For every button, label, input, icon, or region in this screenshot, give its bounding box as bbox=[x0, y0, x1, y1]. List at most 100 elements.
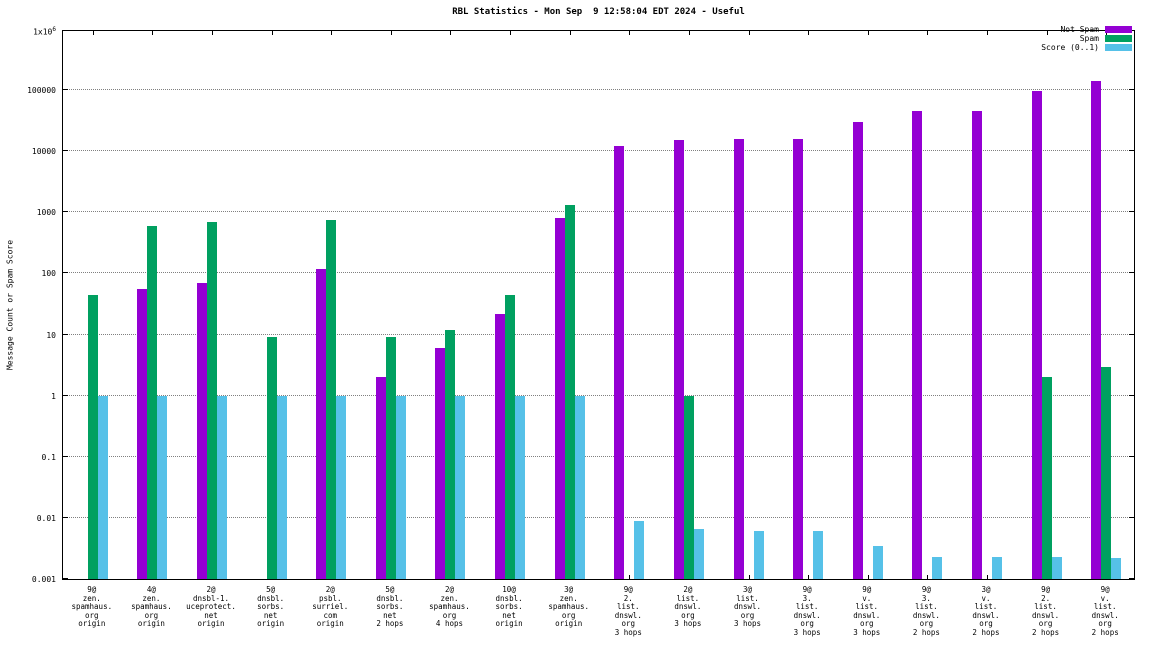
y-tick-label: 1 bbox=[51, 391, 56, 401]
bar-spam bbox=[683, 395, 694, 579]
bar-score-0-1 bbox=[991, 556, 1002, 579]
bar-score-0-1 bbox=[1111, 558, 1122, 579]
bar-not-spam bbox=[495, 313, 506, 579]
bar-not-spam bbox=[1031, 91, 1042, 579]
bar-score-0-1 bbox=[753, 531, 764, 579]
x-category-label: 9@ 2. list. dnswl. org 2 hops bbox=[1032, 585, 1060, 637]
plot-area bbox=[62, 30, 1135, 580]
bar-spam bbox=[207, 221, 218, 579]
bar-score-0-1 bbox=[97, 395, 108, 579]
legend-item-score: Score (0..1) bbox=[1041, 43, 1132, 52]
x-category-label: 3@ v. list. dnswl. org 2 hops bbox=[972, 585, 1000, 637]
x-tick-mark bbox=[808, 575, 810, 579]
bar-not-spam bbox=[375, 377, 386, 579]
x-tick-mark bbox=[390, 31, 392, 35]
bar-not-spam bbox=[912, 111, 923, 579]
x-tick-mark bbox=[1046, 31, 1048, 35]
legend-swatch-spam bbox=[1105, 35, 1132, 42]
x-category-label: 3@ list. dnswl. org 3 hops bbox=[733, 585, 762, 628]
y-tick-mark bbox=[63, 516, 68, 518]
x-tick-mark bbox=[450, 31, 452, 35]
legend: Not Spam Spam Score (0..1) bbox=[1041, 25, 1132, 52]
legend-label-not-spam: Not Spam bbox=[1060, 25, 1099, 34]
legend-item-spam: Spam bbox=[1041, 34, 1132, 43]
y-tick-mark bbox=[1129, 272, 1134, 274]
x-tick-mark bbox=[152, 31, 154, 35]
x-category-label: 9@ v. list. dnswl. org 3 hops bbox=[853, 585, 881, 637]
x-tick-mark bbox=[510, 31, 512, 35]
y-tick-label: 1000 bbox=[36, 208, 56, 218]
x-category-label: 5@ dnsbl. sorbs. net 2 hops bbox=[376, 585, 404, 628]
bar-spam bbox=[445, 329, 456, 579]
x-category-label: 9@ 2. list. dnswl. org 3 hops bbox=[614, 585, 642, 637]
x-tick-mark bbox=[1106, 31, 1108, 35]
legend-swatch-not-spam bbox=[1105, 26, 1132, 33]
bar-not-spam bbox=[793, 138, 804, 579]
gridline bbox=[63, 89, 1134, 91]
bar-spam bbox=[1101, 366, 1112, 579]
x-tick-mark bbox=[986, 575, 988, 579]
gridline bbox=[63, 272, 1134, 274]
y-tick-mark bbox=[63, 211, 68, 213]
bar-not-spam bbox=[673, 140, 684, 579]
x-tick-mark bbox=[748, 575, 750, 579]
y-tick-label: 0.001 bbox=[31, 575, 56, 584]
bar-score-0-1 bbox=[336, 395, 347, 579]
bar-score-0-1 bbox=[157, 395, 168, 579]
y-tick-label: 1x106 bbox=[33, 26, 56, 37]
x-tick-mark bbox=[748, 31, 750, 35]
legend-label-score: Score (0..1) bbox=[1041, 43, 1099, 52]
bar-spam bbox=[147, 225, 158, 579]
y-tick-mark bbox=[1129, 150, 1134, 152]
legend-label-spam: Spam bbox=[1079, 34, 1099, 43]
x-category-label: 2@ dnsbl-1. uceprotect. net origin bbox=[186, 585, 236, 628]
y-axis-title: Message Count or Spam Score bbox=[5, 239, 15, 371]
x-category-label: 9@ 3. list. dnswl. org 3 hops bbox=[793, 585, 821, 637]
x-category-label: 2@ zen. spamhaus. org 4 hops bbox=[429, 585, 470, 628]
bar-not-spam bbox=[435, 348, 446, 579]
y-tick-mark bbox=[1129, 89, 1134, 91]
bar-score-0-1 bbox=[455, 395, 466, 579]
x-category-label: 4@ zen. spamhaus. org origin bbox=[131, 585, 172, 628]
bar-not-spam bbox=[852, 122, 863, 579]
y-tick-mark bbox=[63, 333, 68, 335]
bar-spam bbox=[266, 337, 277, 579]
x-tick-mark bbox=[212, 31, 214, 35]
legend-swatch-score bbox=[1105, 44, 1132, 51]
bar-spam bbox=[1041, 377, 1052, 579]
x-tick-mark bbox=[927, 31, 929, 35]
x-tick-mark bbox=[867, 575, 869, 579]
bar-not-spam bbox=[316, 268, 327, 579]
x-category-label: 9@ zen. spamhaus. org origin bbox=[71, 585, 113, 628]
bar-spam bbox=[385, 337, 396, 579]
x-category-label: 10@ dnsbl. sorbs. net origin bbox=[495, 585, 523, 628]
y-tick-mark bbox=[1129, 578, 1134, 579]
x-tick-mark bbox=[986, 31, 988, 35]
y-tick-mark bbox=[1129, 455, 1134, 457]
bar-score-0-1 bbox=[1051, 556, 1062, 579]
y-tick-label: 100000 bbox=[27, 86, 56, 96]
y-tick-mark bbox=[1129, 394, 1134, 396]
bar-spam bbox=[505, 294, 516, 579]
x-tick-mark bbox=[688, 31, 690, 35]
bar-not-spam bbox=[1091, 81, 1102, 579]
x-tick-mark bbox=[629, 575, 631, 579]
bar-not-spam bbox=[554, 218, 565, 579]
gridline bbox=[63, 211, 1134, 213]
bar-score-0-1 bbox=[813, 531, 824, 579]
x-tick-mark bbox=[629, 31, 631, 35]
y-tick-mark bbox=[63, 272, 68, 274]
y-tick-label: 10000 bbox=[31, 147, 56, 157]
x-category-label: 3@ zen. spamhaus. org origin bbox=[548, 585, 589, 628]
bar-score-0-1 bbox=[932, 556, 943, 579]
x-tick-mark bbox=[331, 31, 333, 35]
bar-not-spam bbox=[614, 146, 625, 579]
bar-score-0-1 bbox=[217, 395, 228, 579]
x-category-label: 2@ psbl. surriel. com origin bbox=[312, 585, 349, 628]
y-tick-mark bbox=[63, 30, 68, 31]
x-category-label: 9@ v. list. dnswl. org 2 hops bbox=[1091, 585, 1119, 637]
bar-spam bbox=[326, 219, 337, 579]
y-tick-mark bbox=[1129, 211, 1134, 213]
y-tick-mark bbox=[63, 394, 68, 396]
